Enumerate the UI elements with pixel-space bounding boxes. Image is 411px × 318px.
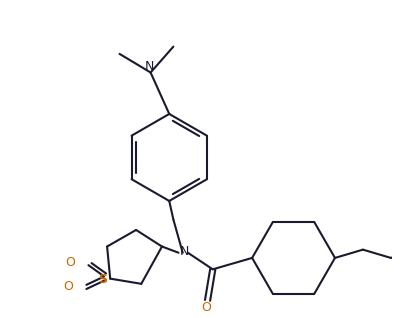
Text: O: O: [63, 280, 73, 294]
Text: S: S: [99, 273, 107, 286]
Text: O: O: [65, 256, 75, 269]
Text: N: N: [145, 60, 154, 73]
Text: O: O: [202, 301, 212, 314]
Text: N: N: [180, 245, 189, 258]
